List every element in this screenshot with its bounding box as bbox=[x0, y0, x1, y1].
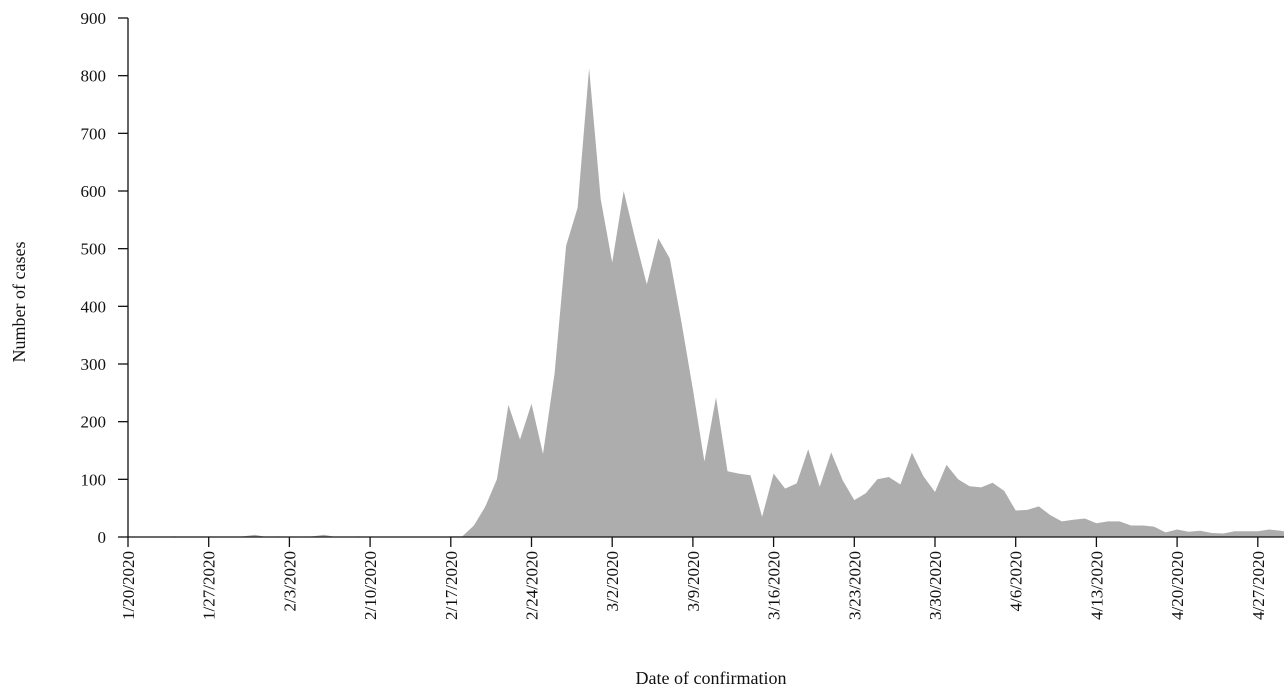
x-tick-label: 3/16/2020 bbox=[765, 551, 784, 620]
x-tick-label: 3/9/2020 bbox=[684, 551, 703, 611]
y-tick-label: 500 bbox=[81, 240, 107, 259]
x-tick-label: 1/27/2020 bbox=[200, 551, 219, 620]
x-tick-label: 3/2/2020 bbox=[603, 551, 622, 611]
y-tick-label: 800 bbox=[81, 67, 107, 86]
y-tick-label: 100 bbox=[81, 470, 107, 489]
x-tick-label: 2/3/2020 bbox=[280, 551, 299, 611]
y-tick-label: 700 bbox=[81, 124, 107, 143]
plot-area bbox=[128, 68, 1284, 537]
y-tick-label: 600 bbox=[81, 182, 107, 201]
x-tick-label: 4/27/2020 bbox=[1249, 551, 1268, 620]
y-tick-label: 900 bbox=[81, 9, 107, 28]
y-tick-label: 200 bbox=[81, 413, 107, 432]
x-tick-label: 4/13/2020 bbox=[1087, 551, 1106, 620]
y-axis-title: Number of cases bbox=[9, 242, 29, 363]
x-tick-label: 2/10/2020 bbox=[361, 551, 380, 620]
x-axis-title: Date of confirmation bbox=[636, 668, 787, 688]
x-tick-label: 2/17/2020 bbox=[442, 551, 461, 620]
x-tick-label: 1/20/2020 bbox=[119, 551, 138, 620]
area-series-0 bbox=[128, 68, 1284, 537]
y-tick-label: 0 bbox=[98, 528, 107, 547]
y-tick-label: 300 bbox=[81, 355, 107, 374]
y-axis: 0 100 200 300 400 500 600 700 800 900 bbox=[81, 9, 129, 547]
y-tick-label: 400 bbox=[81, 297, 107, 316]
x-tick-label: 4/6/2020 bbox=[1007, 551, 1026, 611]
x-tick-label: 4/20/2020 bbox=[1168, 551, 1187, 620]
x-tick-label: 3/30/2020 bbox=[926, 551, 945, 620]
x-axis: 1/20/2020 1/27/2020 2/3/2020 2/10/2020 2/17/… bbox=[119, 536, 1284, 620]
x-tick-label: 2/24/2020 bbox=[523, 551, 542, 620]
x-tick-label: 3/23/2020 bbox=[845, 551, 864, 620]
